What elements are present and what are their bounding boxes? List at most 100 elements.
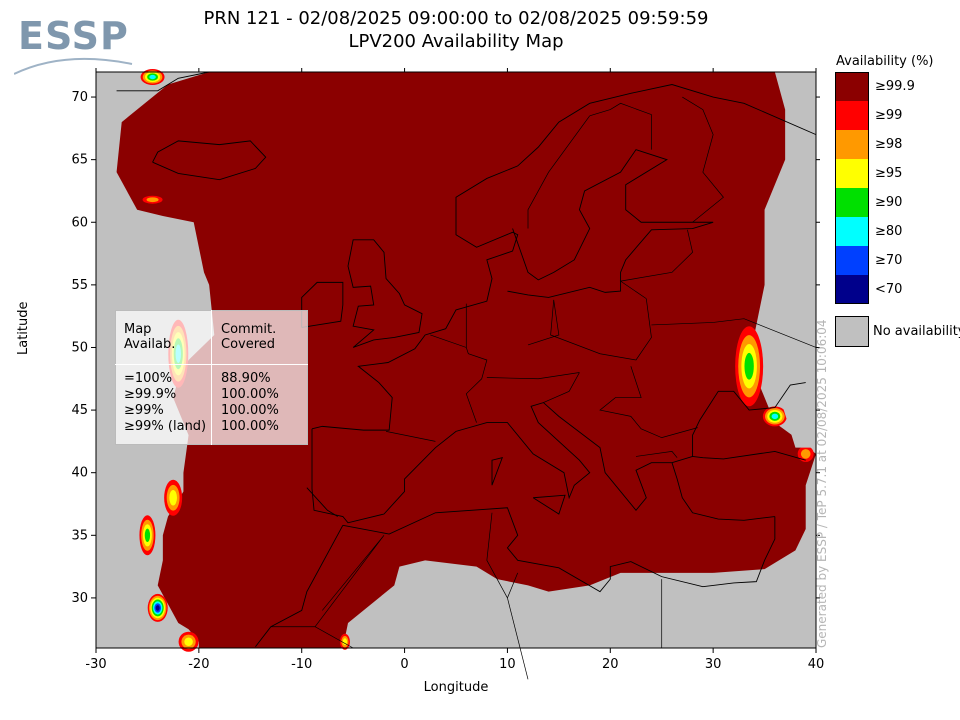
country-border: [486, 372, 580, 380]
x-tick-label: 0: [400, 657, 408, 672]
legend-swatch: [835, 188, 869, 217]
x-tick-label: -10: [291, 657, 312, 672]
legend-label: <70: [875, 282, 903, 297]
coastline: [255, 525, 344, 648]
legend-label: ≥70: [875, 253, 903, 268]
stats-row-label: =100%: [124, 371, 173, 386]
x-tick-label: 20: [602, 657, 619, 672]
stats-row-label: ≥99% (land): [124, 419, 207, 434]
legend-swatch: [835, 275, 869, 304]
no-availability-swatch: [835, 316, 869, 347]
edge-blob-madeira: [144, 528, 151, 542]
legend-label: ≥95: [875, 166, 903, 181]
country-border: [682, 96, 724, 223]
coastline: [152, 140, 267, 181]
coastline: [342, 507, 776, 593]
legend-label: ≥98: [875, 137, 903, 152]
stats-header-1: Map Availab.: [124, 322, 176, 352]
legend-label: ≥90: [875, 195, 903, 210]
coastline: [532, 494, 566, 515]
x-tick-label: -20: [188, 657, 209, 672]
x-axis-label: Longitude: [423, 680, 489, 695]
y-tick-label: 45: [71, 403, 88, 418]
stats-row-label: ≥99%: [124, 403, 164, 418]
logo-swoosh: [14, 57, 133, 75]
country-border: [507, 572, 529, 680]
coastline: [306, 487, 338, 517]
country-border: [619, 229, 693, 299]
y-tick-label: 55: [71, 278, 88, 293]
stats-row-value: 100.00%: [221, 419, 279, 434]
edge-blob-sahara: [342, 638, 348, 646]
x-tick-label: -30: [85, 657, 106, 672]
country-border: [713, 318, 817, 348]
essp-logo: ESSP: [14, 14, 134, 78]
country-border: [270, 626, 354, 649]
legend-title: Availability (%): [836, 54, 934, 69]
stats-divider: [115, 364, 308, 365]
y-tick-label: 60: [71, 215, 88, 230]
coastline: [507, 149, 714, 298]
edge-blob-crimea: [771, 413, 779, 420]
stats-row-value: 88.90%: [221, 371, 271, 386]
country-border: [527, 115, 590, 229]
country-border: [486, 512, 508, 599]
legend-swatch: [835, 101, 869, 130]
edge-blob-east: [800, 449, 811, 459]
no-availability-egypt: [630, 560, 816, 648]
stats-col-map-availability: Map Availab. =100% ≥99.9% ≥99% ≥99% (lan…: [115, 310, 211, 445]
stats-row-value: 100.00%: [221, 403, 279, 418]
logo-text: ESSP: [18, 14, 129, 58]
coastline: [692, 382, 806, 457]
y-tick-label: 70: [71, 90, 88, 105]
legend-label: ≥99: [875, 108, 903, 123]
x-tick-label: 30: [705, 657, 722, 672]
coastline: [491, 457, 504, 486]
edge-blob-south-atlantic: [184, 637, 193, 647]
stats-col-commit-covered: Commit. Covered 88.90% 100.00% 100.00% 1…: [211, 310, 309, 445]
y-tick-label: 50: [71, 340, 88, 355]
no-availability-label: No availability: [873, 324, 960, 339]
legend-label: ≥99.9: [875, 79, 915, 94]
legend-swatch: [835, 159, 869, 188]
stats-table: Map Availab. =100% ≥99.9% ≥99% ≥99% (lan…: [115, 310, 308, 445]
x-tick-label: 10: [499, 657, 516, 672]
edge-blob-greenland: [149, 74, 156, 80]
legend-swatch: [835, 130, 869, 159]
y-tick-label: 35: [71, 528, 88, 543]
plot-frame: [95, 71, 817, 649]
country-border: [635, 451, 678, 458]
legend-label: ≥80: [875, 224, 903, 239]
coastline: [671, 462, 775, 521]
edge-blob-black-sea: [744, 352, 754, 380]
country-border: [543, 372, 580, 403]
country-border: [527, 299, 560, 346]
y-tick-label: 65: [71, 153, 88, 168]
legend-swatch: [835, 246, 869, 275]
legend-swatch: [835, 72, 869, 101]
country-border: [385, 431, 436, 442]
country-border: [314, 535, 385, 627]
country-border: [651, 322, 714, 326]
country-border: [589, 102, 652, 150]
coastline: [116, 71, 210, 92]
chart-title-line1: PRN 121 - 02/08/2025 09:00:00 to 02/08/2…: [203, 8, 709, 29]
coastline: [301, 281, 344, 328]
no-availability-libya: [517, 579, 631, 648]
stats-row-value: 100.00%: [221, 387, 279, 402]
no-availability-north-africa: [394, 585, 508, 648]
stats-row-label: ≥99.9%: [124, 387, 177, 402]
y-tick-label: 30: [71, 591, 88, 606]
coastline: [311, 84, 817, 431]
y-tick-label: 40: [71, 466, 88, 481]
y-axis-label: Latitude: [16, 301, 31, 355]
x-tick-label: 40: [808, 657, 825, 672]
coastline: [347, 239, 423, 348]
edge-blob-canaries: [155, 605, 160, 611]
coastline: [311, 402, 806, 524]
chart-title-line2: LPV200 Availability Map: [348, 31, 564, 52]
country-border: [599, 366, 698, 439]
country-border: [550, 298, 652, 361]
no-availability-east-edge: [769, 72, 816, 448]
